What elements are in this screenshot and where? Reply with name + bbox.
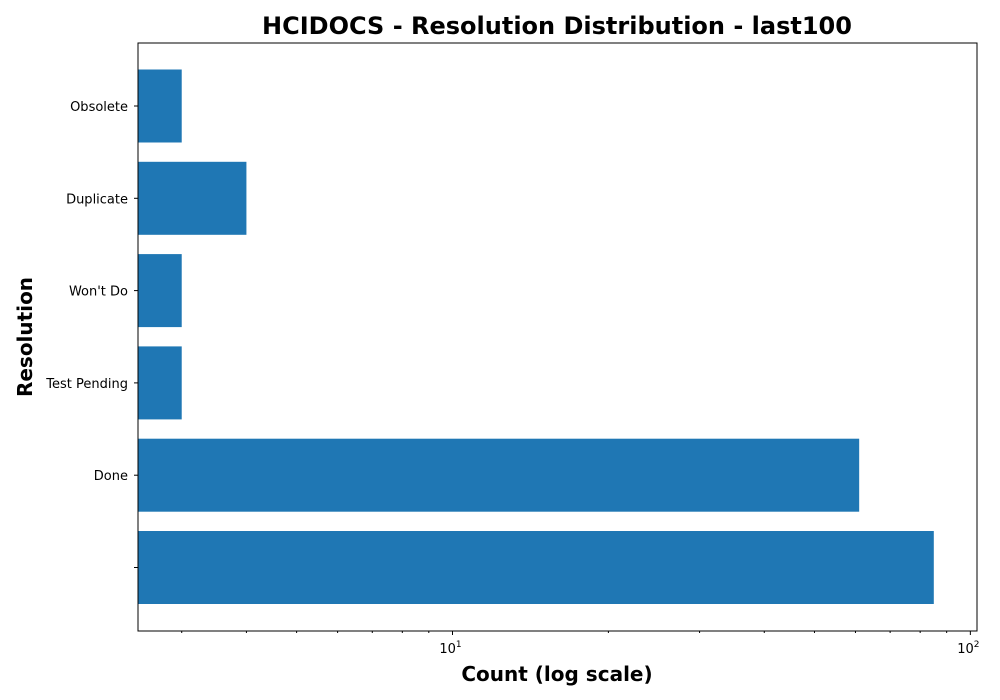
y-tick-label-2: Test Pending (45, 377, 128, 392)
bar-2 (138, 346, 182, 420)
bar-0 (138, 531, 934, 604)
y-tick-label-1: Done (94, 469, 128, 484)
bar-1 (138, 438, 860, 512)
x-tick-label-0: 101 (439, 640, 461, 657)
bar-5 (138, 69, 182, 143)
y-tick-label-5: Obsolete (70, 100, 128, 115)
y-tick-label-3: Won't Do (69, 285, 128, 300)
y-tick-label-4: Duplicate (66, 192, 128, 207)
plot-frame (137, 42, 978, 632)
bar-3 (138, 254, 182, 328)
chart-title: HCIDOCS - Resolution Distribution - last… (262, 12, 852, 40)
plot-area: Done Test Pending Won't Do Duplicate Obsolet… (45, 69, 979, 657)
x-tick-label-1: 102 (957, 640, 979, 657)
y-axis-label: Resolution (13, 277, 37, 397)
x-axis-label: Count (log scale) (461, 662, 652, 686)
bar-4 (138, 161, 247, 235)
